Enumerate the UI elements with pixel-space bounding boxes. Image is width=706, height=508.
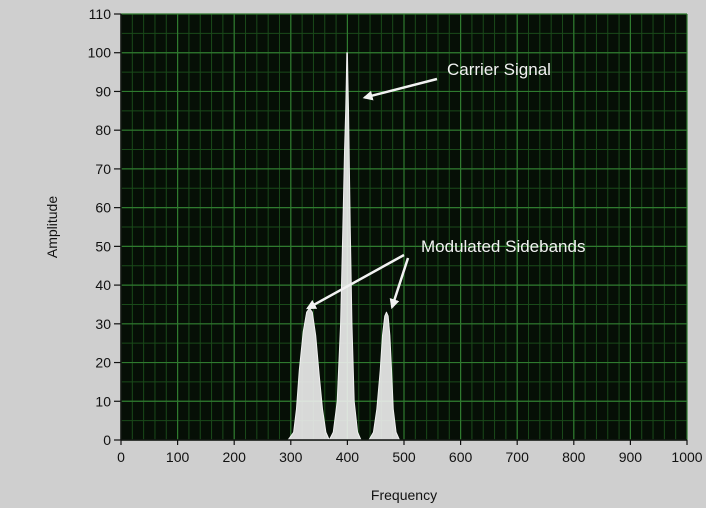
y-tick-label: 10 bbox=[95, 393, 111, 409]
annotation-carrier-signal: Carrier Signal bbox=[447, 60, 551, 79]
y-tick-label: 80 bbox=[95, 122, 111, 138]
y-tick-label: 50 bbox=[95, 238, 111, 254]
y-tick-label: 40 bbox=[95, 277, 111, 293]
x-tick-label: 700 bbox=[506, 449, 530, 465]
y-tick-label: 60 bbox=[95, 200, 111, 216]
y-tick-label: 110 bbox=[89, 6, 112, 22]
y-tick-label: 0 bbox=[103, 432, 111, 448]
annotation-arrow-sideband-left bbox=[306, 253, 405, 310]
x-tick-label: 300 bbox=[279, 449, 303, 465]
y-tick-label: 30 bbox=[95, 316, 111, 332]
y-tick-label: 90 bbox=[95, 83, 111, 99]
x-tick-label: 900 bbox=[619, 449, 643, 465]
x-axis-title: Frequency bbox=[371, 487, 437, 503]
annotation-modulated-sidebands: Modulated Sidebands bbox=[421, 237, 585, 256]
x-tick-label: 800 bbox=[562, 449, 586, 465]
x-tick-label: 200 bbox=[223, 449, 247, 465]
axes: 0 100 200 300 400 500 600 700 800 900 1000 0 10 20 30 4… bbox=[88, 6, 703, 465]
x-tick-label: 1000 bbox=[671, 449, 702, 465]
x-tick-label: 100 bbox=[166, 449, 190, 465]
x-tick-label: 0 bbox=[117, 449, 125, 465]
y-tick-label: 70 bbox=[95, 161, 111, 177]
annotation-arrow-sideband-right bbox=[389, 257, 410, 310]
series-layer bbox=[287, 52, 411, 441]
x-tick-label: 400 bbox=[336, 449, 360, 465]
x-tick-label: 600 bbox=[449, 449, 473, 465]
y-tick-label: 20 bbox=[95, 355, 111, 371]
annotation-arrow-carrier bbox=[362, 77, 438, 101]
x-tick-label: 500 bbox=[392, 449, 416, 465]
spectrum-trace bbox=[287, 52, 411, 441]
annotations: Carrier Signal Modulated Sidebands bbox=[306, 60, 585, 310]
y-axis-title: Amplitude bbox=[44, 196, 60, 258]
y-tick-label: 100 bbox=[88, 45, 112, 61]
